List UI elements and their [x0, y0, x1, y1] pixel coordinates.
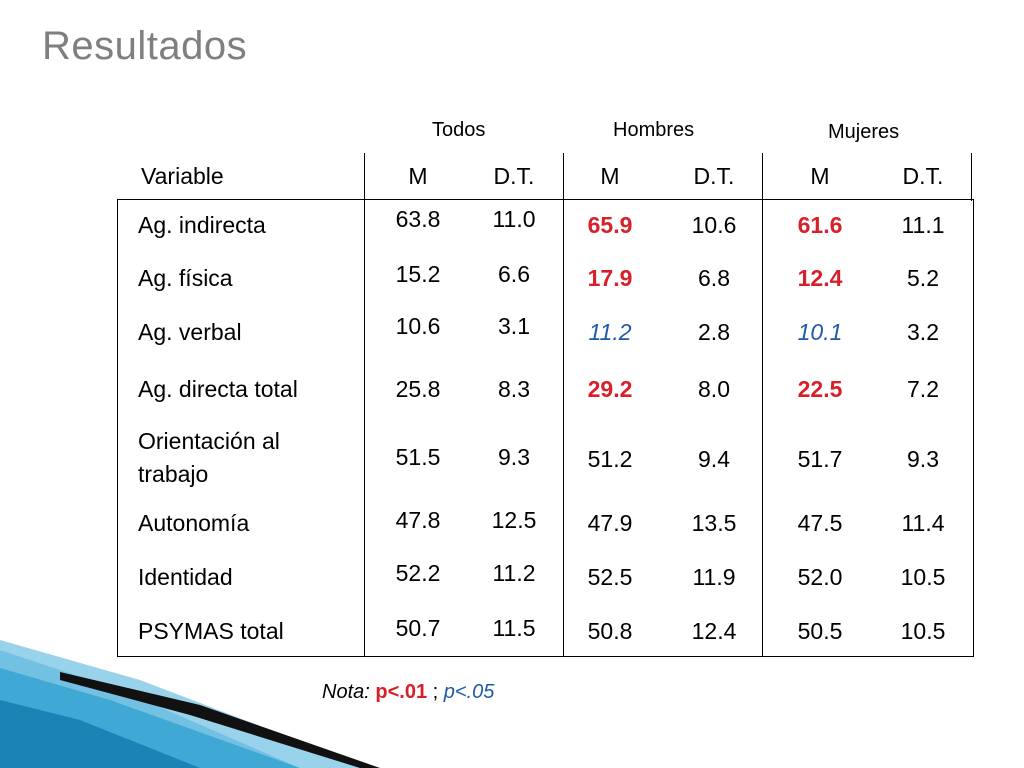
row-label: Ag. física [138, 265, 233, 291]
table-cell: 52.2 [395, 560, 441, 586]
header-todos-m: M [408, 163, 428, 189]
table-cell: 12.4 [797, 265, 843, 291]
table-cell: 61.6 [797, 212, 843, 238]
table-cell: 12.4 [691, 618, 737, 644]
table-cell: 12.5 [491, 507, 537, 533]
footnote: Nota: p<.01 ; p<.05 [322, 681, 494, 704]
row-label-line1: Orientación al [138, 428, 280, 454]
table-cell: 13.5 [691, 510, 737, 536]
table-frame [117, 199, 974, 657]
table-cell: 50.8 [587, 618, 633, 644]
table-cell: 17.9 [587, 265, 633, 291]
group-label-mujeres: Mujeres [828, 121, 900, 143]
table-cell: 47.9 [587, 510, 633, 536]
table-cell: 11.2 [492, 560, 536, 586]
table-cell: 9.3 [907, 446, 939, 472]
footnote-p05: p<.05 [443, 681, 495, 703]
header-hombres-m: M [600, 163, 620, 189]
table-cell: 10.5 [900, 564, 946, 590]
table-cell: 3.1 [498, 313, 530, 339]
table-cell: 9.4 [698, 446, 730, 472]
header-todos-dt: D.T. [493, 163, 535, 189]
table-cell: 9.3 [498, 444, 530, 470]
table-cell: 50.7 [395, 615, 441, 641]
table-cell: 10.6 [395, 313, 441, 339]
group-label-todos: Todos [432, 119, 486, 141]
table-cell: 65.9 [587, 212, 633, 238]
table-cell: 51.2 [587, 446, 633, 472]
table-cell: 6.8 [698, 265, 730, 291]
table-cell: 51.7 [797, 446, 843, 472]
group-label-hombres: Hombres [613, 119, 695, 141]
table-cell: 8.0 [698, 376, 730, 402]
footnote-p01: p<.01 [375, 681, 428, 703]
table-cell: 11.0 [492, 206, 536, 232]
table-cell: 15.2 [395, 261, 441, 287]
table-cell: 2.8 [698, 319, 730, 345]
table-cell: 63.8 [395, 206, 441, 232]
divider-mujeres [762, 153, 763, 657]
row-label: Autonomía [138, 510, 250, 536]
table-cell: 6.6 [498, 261, 530, 287]
header-hombres-dt: D.T. [693, 163, 735, 189]
divider-right [971, 153, 972, 201]
header-mujeres-dt: D.T. [902, 163, 944, 189]
footnote-lead: Nota: [322, 681, 370, 703]
table-cell: 11.4 [901, 510, 945, 536]
table-cell: 11.2 [588, 319, 632, 345]
row-label: PSYMAS total [138, 618, 284, 644]
table-cell: 52.0 [797, 564, 843, 590]
table-cell: 11.1 [901, 212, 945, 238]
footnote-separator: ; [427, 681, 444, 703]
table-cell: 11.5 [492, 615, 536, 641]
divider-hombres [563, 153, 564, 657]
table-cell: 10.6 [691, 212, 737, 238]
table-cell: 47.8 [395, 507, 441, 533]
slide-title: Resultados [42, 24, 248, 68]
row-label: Ag. indirecta [138, 212, 266, 238]
table-cell: 25.8 [395, 376, 441, 402]
table-cell: 5.2 [907, 265, 939, 291]
table-cell: 22.5 [797, 376, 843, 402]
table-cell: 50.5 [797, 618, 843, 644]
row-label: Identidad [138, 564, 233, 590]
table-cell: 3.2 [907, 319, 939, 345]
table-cell: 10.5 [900, 618, 946, 644]
table-cell: 7.2 [907, 376, 939, 402]
header-variable: Variable [141, 163, 224, 189]
divider-todos [364, 153, 365, 657]
table-cell: 8.3 [498, 376, 530, 402]
table-cell: 51.5 [395, 444, 441, 470]
header-mujeres-m: M [810, 163, 830, 189]
table-cell: 29.2 [587, 376, 633, 402]
row-label: Ag. directa total [138, 376, 298, 402]
table-cell: 52.5 [587, 564, 633, 590]
table-cell: 10.1 [797, 319, 843, 345]
table-cell: 11.9 [692, 564, 736, 590]
table-cell: 47.5 [797, 510, 843, 536]
row-label: Ag. verbal [138, 319, 242, 345]
row-label-line2: trabajo [138, 461, 209, 487]
